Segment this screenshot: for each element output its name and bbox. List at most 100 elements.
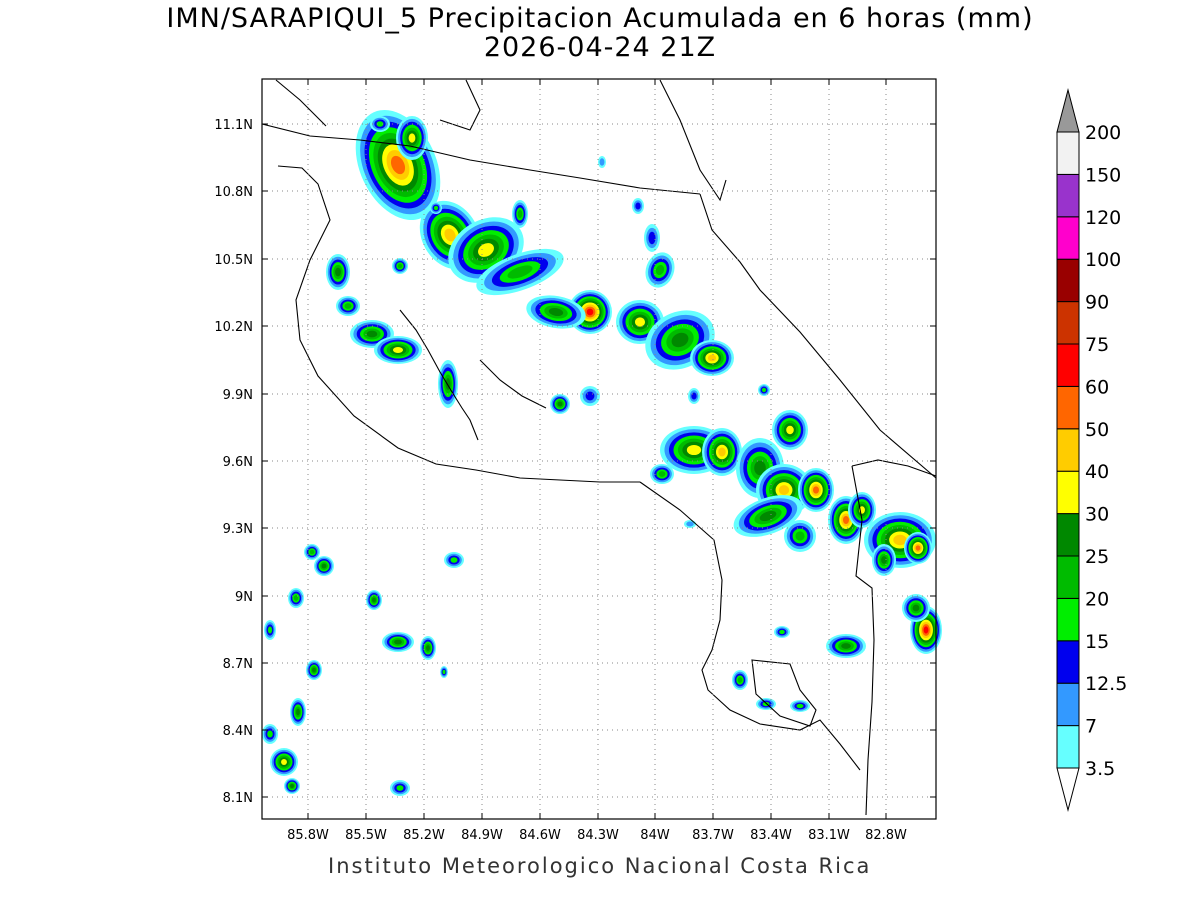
lon-tick-label: 84W (640, 828, 670, 843)
colorbar-swatch (1056, 131, 1080, 175)
rain-cell (392, 258, 408, 274)
rain-cell (304, 544, 320, 560)
rain-contour (296, 708, 300, 716)
rain-contour (915, 545, 921, 551)
lon-tick-label: 84.3W (577, 828, 619, 843)
puerto-line (479, 359, 547, 409)
rain-cell (512, 200, 528, 228)
lon-tick-label: 84.9W (461, 828, 503, 843)
colorbar-swatch (1056, 513, 1080, 557)
rain-contour (923, 626, 929, 634)
rain-contour (778, 485, 790, 495)
lon-tick-label: 82.8W (865, 828, 907, 843)
lon-tick-label: 85.5W (345, 828, 387, 843)
colorbar-swatch (1056, 597, 1080, 642)
colorbar-swatch (1056, 555, 1080, 599)
rain-cell (784, 520, 816, 552)
northern-lake-shore (275, 79, 327, 127)
rain-cell (270, 748, 298, 776)
rain-cell (264, 620, 276, 640)
rain-contour (634, 317, 646, 327)
lat-tick-label: 11.1N (214, 118, 253, 133)
rain-contour (396, 785, 404, 791)
rain-contour (635, 202, 641, 210)
rain-contour (841, 643, 851, 649)
rain-contour (707, 354, 717, 362)
rain-contour (754, 460, 766, 476)
rain-cell (440, 666, 448, 678)
rain-contour (390, 155, 406, 175)
rain-contour (335, 267, 341, 277)
rain-cell (690, 340, 734, 376)
rain-cell (314, 556, 334, 576)
rain-cell (902, 594, 930, 622)
colorbar-swatch (1056, 640, 1080, 684)
rain-contour (658, 471, 666, 477)
rain-contour (267, 730, 273, 738)
rain-cell (758, 384, 770, 396)
lat-tick-label: 8.4N (223, 724, 253, 739)
rain-cell (306, 660, 322, 680)
colorbar-swatch (1056, 216, 1080, 260)
rain-contour (344, 303, 352, 309)
rain-cell (688, 388, 700, 404)
rain-cell (288, 588, 304, 608)
colorbar-swatch (1056, 301, 1080, 345)
rain-cell (366, 590, 382, 610)
colorbar-top-arrow (1056, 88, 1080, 133)
rain-contour (586, 308, 594, 316)
rain-contour (779, 629, 785, 635)
rain-cell (336, 296, 360, 316)
rain-contour (686, 521, 694, 527)
rain-contour (281, 759, 287, 765)
colorbar-label: 50 (1085, 419, 1109, 441)
colorbar-swatch (1056, 682, 1080, 727)
rain-contour (450, 557, 458, 563)
north-coast (439, 79, 481, 131)
rain-contour (912, 604, 920, 612)
lat-tick-label: 8.1N (223, 791, 253, 806)
rain-contour (671, 332, 689, 348)
colorbar-swatch (1056, 385, 1080, 430)
rain-cell (390, 780, 410, 796)
rain-contour (312, 667, 316, 673)
rain-contour (761, 387, 767, 393)
rain-contour (813, 486, 819, 494)
lat-tick-label: 10.5N (214, 253, 253, 268)
gulf-nicoya (399, 309, 479, 441)
colorbar-swatch (1056, 258, 1080, 303)
rain-contour (444, 228, 456, 242)
rain-cell (290, 698, 306, 726)
rain-contour (796, 703, 804, 709)
rain-cell (476, 248, 564, 296)
lon-tick-label: 83.4W (750, 828, 792, 843)
rain-contour (507, 265, 533, 279)
colorbar-bottom-arrow (1056, 767, 1080, 812)
rain-contour (293, 595, 299, 601)
colorbar-label: 25 (1085, 546, 1109, 568)
rain-cell (420, 636, 436, 660)
lon-tick-label: 85.2W (403, 828, 445, 843)
colorbar-label: 40 (1085, 461, 1109, 483)
colorbar-label: 15 (1085, 631, 1109, 653)
rain-cell (848, 492, 876, 528)
rain-contour (267, 626, 273, 634)
rain-contour (366, 330, 378, 338)
rain-cell (756, 698, 776, 710)
rain-contour (599, 158, 605, 166)
rain-cell (370, 116, 390, 132)
caribbean-north (659, 79, 727, 202)
rain-cell (702, 428, 742, 476)
rain-cell (732, 670, 748, 690)
colorbar-swatch (1056, 470, 1080, 515)
rain-cell (828, 496, 864, 544)
colorbar-swatch (1056, 173, 1080, 218)
rain-cell (774, 626, 790, 638)
rain-cell (684, 520, 696, 528)
rain-contour (394, 639, 402, 645)
plot-frame (261, 78, 937, 820)
coastlines (261, 79, 937, 816)
rain-contour (843, 516, 849, 524)
latitude-axis: 11.1N 10.8N 10.5N 10.2N 9.9N 9.6N 9.3N 9N 8.7N 8.… (214, 118, 936, 806)
